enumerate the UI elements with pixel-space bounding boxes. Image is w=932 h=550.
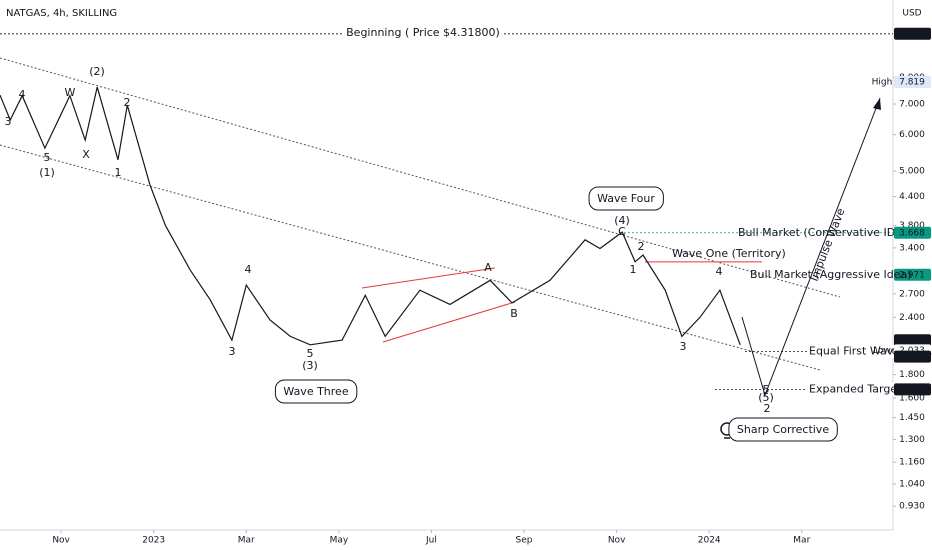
y-tick-label: 7.000	[899, 100, 925, 110]
y-tick-label: 5.000	[899, 167, 925, 177]
wave-label: B	[510, 307, 518, 320]
wave-label: 1	[630, 263, 637, 276]
y-tick-label: 3.400	[899, 243, 925, 253]
channel-top	[0, 57, 841, 298]
y-tick-label: 1.300	[899, 435, 925, 445]
y-tick-label: 2.400	[899, 313, 925, 323]
price-tag: High	[872, 77, 893, 87]
x-tick-label: Nov	[52, 536, 70, 546]
triangle-bottom	[382, 301, 516, 343]
x-tick-label: Jul	[425, 536, 437, 546]
x-tick-label: 2024	[698, 536, 721, 546]
channel-bottom	[0, 144, 821, 371]
x-tick-label: Mar	[238, 536, 255, 546]
y-tick-label: 1.450	[899, 413, 925, 423]
wave-label: 3	[680, 340, 687, 353]
y-tick-label: 1.040	[899, 479, 925, 489]
price-badge-label: 1.671	[899, 385, 925, 395]
callout: Sharp Corrective	[728, 417, 838, 442]
y-tick-label: 1.160	[899, 458, 925, 468]
y-tick-label: 1.600	[899, 394, 925, 404]
y-tick-label: 0.930	[899, 502, 925, 512]
price-badge	[894, 268, 931, 281]
callout-box	[274, 379, 358, 404]
level-label: Beginning ( Price $4.31800)	[346, 26, 500, 39]
callout: Wave Four	[588, 186, 664, 211]
wave-label: 5	[307, 347, 314, 360]
label-bg	[807, 344, 903, 358]
wave-label: A	[484, 261, 492, 274]
y-tick-label: 4.400	[899, 192, 925, 202]
currency: USD	[902, 9, 921, 19]
chart-title: NATGAS, 4h, SKILLING	[6, 8, 117, 19]
callout: Wave Three	[274, 379, 358, 404]
label-bg	[807, 382, 905, 396]
wave-label: 2	[638, 240, 645, 253]
wave-label: Bull Market (Aggressive Idea)	[750, 268, 912, 281]
price-badge	[894, 226, 931, 239]
y-tick-label: 2.700	[899, 289, 925, 299]
price-badge	[894, 75, 931, 88]
wave-label: (5)	[758, 391, 774, 404]
wave-label: 4	[716, 265, 723, 278]
projection	[741, 97, 881, 397]
wave-label: W	[65, 86, 76, 99]
price-badge-label: 1.97	[902, 352, 922, 362]
wave-label: (4)	[614, 214, 630, 227]
wave-label: 2	[124, 96, 131, 109]
wave-label: 3	[5, 115, 12, 128]
price-line	[0, 86, 741, 346]
price-badge	[894, 350, 931, 363]
price-badge-label: 2.971	[899, 270, 925, 280]
price-badge	[894, 334, 931, 347]
price-badge-label: 9.958	[899, 29, 925, 39]
wave-label: (2)	[89, 65, 105, 78]
wave-label: 4	[245, 263, 252, 276]
wave-label: (3)	[302, 359, 318, 372]
drawings	[0, 57, 881, 439]
wave-label: C	[618, 225, 626, 238]
x-tick-label: Mar	[793, 536, 810, 546]
x-tick-label: 2023	[142, 536, 165, 546]
wave-label: 5	[44, 151, 51, 164]
callout-label: Wave Three	[283, 385, 348, 398]
wave-label: 3	[229, 345, 236, 358]
price-tag: Low	[873, 346, 891, 356]
x-tick-label: Nov	[608, 536, 626, 546]
wave-label: (1)	[39, 166, 55, 179]
price-badge	[894, 383, 931, 396]
price-badge-label: 7.819	[899, 77, 925, 87]
x-tick-label: May	[330, 536, 349, 546]
callout-box	[588, 186, 664, 211]
triangle-top	[361, 267, 496, 289]
price-badge-label: 3.668	[899, 228, 925, 238]
y-tick-label: 3.800	[899, 221, 925, 231]
callout-label: Sharp Corrective	[737, 423, 829, 436]
level-label: Wave One (Territory)	[672, 247, 786, 260]
price-badge	[894, 27, 931, 40]
level-label: Equal First Wave	[809, 345, 900, 358]
wave-label: X	[82, 148, 90, 161]
y-tick-label: 1.800	[899, 370, 925, 380]
callout-box	[728, 417, 838, 442]
price-badge-label: 2.138	[899, 336, 925, 346]
label-bg	[344, 25, 502, 39]
wave-label: 5	[763, 383, 770, 396]
level-label: Bull Market (Conservative IDEA)	[738, 226, 914, 239]
level-label: Expanded Target	[809, 382, 902, 395]
wave-label: 1	[115, 166, 122, 179]
y-tick-label: 6.000	[899, 130, 925, 140]
wave-label: 4	[19, 88, 26, 101]
wave-label: 2	[764, 402, 771, 415]
x-tick-label: Sep	[516, 536, 533, 546]
callout-label: Wave Four	[597, 192, 655, 205]
arrow-head	[873, 98, 881, 110]
